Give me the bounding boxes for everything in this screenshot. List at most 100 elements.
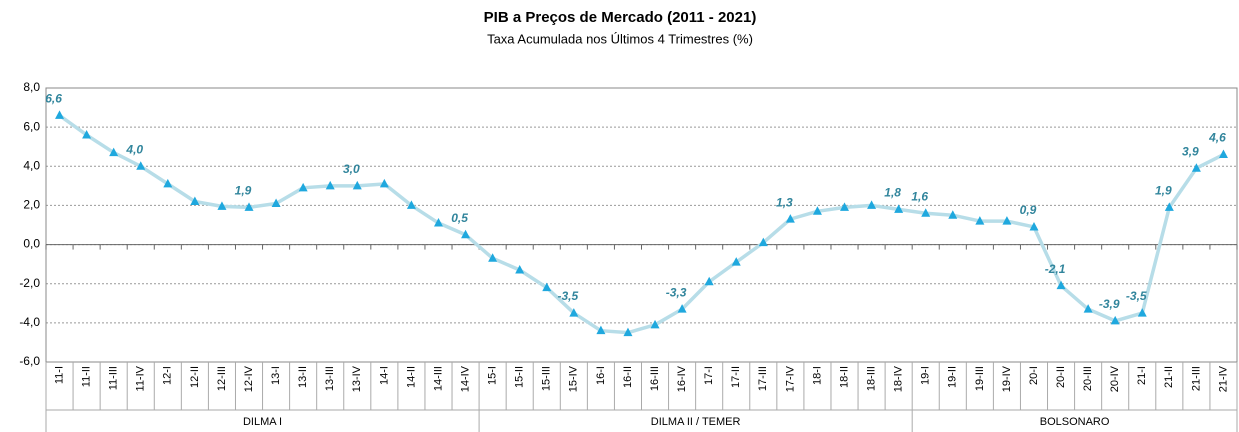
x-tick-label: 20-III bbox=[1082, 366, 1094, 391]
data-label: -3,9 bbox=[1099, 297, 1120, 311]
x-tick-label: 14-II bbox=[405, 366, 417, 388]
marker bbox=[406, 200, 416, 209]
marker bbox=[867, 200, 877, 209]
marker bbox=[1056, 280, 1066, 290]
marker bbox=[298, 182, 308, 192]
data-label: 6,6 bbox=[45, 92, 62, 106]
group-label: DILMA II / TEMER bbox=[651, 416, 741, 428]
data-label: -3,5 bbox=[1126, 289, 1147, 303]
data-label: 0,9 bbox=[1020, 203, 1037, 217]
x-tick-label: 17-I bbox=[703, 366, 715, 385]
marker bbox=[1029, 221, 1039, 231]
marker bbox=[704, 276, 714, 286]
marker bbox=[1002, 216, 1012, 225]
x-tick-label: 11-IV bbox=[135, 365, 147, 391]
x-tick-label: 15-I bbox=[487, 366, 499, 385]
chart-subtitle: Taxa Acumulada nos Últimos 4 Trimestres … bbox=[487, 31, 753, 46]
data-label: -3,3 bbox=[666, 285, 687, 299]
x-tick-label: 15-II bbox=[514, 366, 526, 388]
x-tick-label: 21-II bbox=[1163, 366, 1175, 388]
marker bbox=[433, 218, 443, 227]
x-tick-label: 13-II bbox=[297, 366, 309, 388]
x-tick-label: 19-I bbox=[920, 366, 932, 385]
data-label: 4,6 bbox=[1208, 131, 1226, 145]
data-label: 1,9 bbox=[1155, 184, 1172, 198]
y-tick-label: 8,0 bbox=[23, 80, 40, 94]
y-tick-label: -2,0 bbox=[19, 276, 40, 290]
marker bbox=[921, 208, 931, 217]
x-tick-label: 18-III bbox=[865, 366, 877, 391]
data-label: 0,5 bbox=[451, 211, 468, 225]
marker bbox=[1137, 308, 1147, 317]
x-tick-label: 21-I bbox=[1136, 366, 1148, 385]
group-label: BOLSONARO bbox=[1040, 416, 1110, 428]
x-tick-label: 20-II bbox=[1055, 366, 1067, 388]
marker bbox=[569, 308, 579, 317]
x-tick-label: 14-I bbox=[378, 366, 390, 385]
y-tick-label: 0,0 bbox=[23, 237, 40, 251]
y-tick-label: -4,0 bbox=[19, 315, 40, 329]
x-tick-label: 18-I bbox=[811, 366, 823, 385]
x-tick-label: 17-IV bbox=[784, 365, 796, 392]
x-tick-label: 19-II bbox=[947, 366, 959, 388]
data-label: 3,0 bbox=[343, 162, 360, 176]
y-tick-label: 6,0 bbox=[23, 119, 40, 133]
marker bbox=[461, 229, 471, 239]
x-tick-label: 12-II bbox=[189, 366, 201, 388]
marker bbox=[1083, 304, 1093, 313]
x-tick-label: 16-IV bbox=[676, 365, 688, 392]
x-tick-label: 13-I bbox=[270, 366, 282, 385]
data-label: 3,9 bbox=[1182, 144, 1199, 158]
marker bbox=[1191, 163, 1201, 172]
data-label: -3,5 bbox=[557, 289, 578, 303]
chart-title: PIB a Preços de Mercado (2011 - 2021) bbox=[484, 9, 757, 26]
marker bbox=[1164, 202, 1174, 211]
data-label: 1,8 bbox=[884, 186, 901, 200]
x-tick-label: 11-I bbox=[53, 366, 65, 384]
marker bbox=[190, 196, 200, 206]
x-tick-label: 12-III bbox=[216, 366, 228, 391]
y-tick-label: 2,0 bbox=[23, 198, 40, 212]
marker bbox=[55, 110, 65, 119]
x-tick-label: 16-II bbox=[622, 366, 634, 388]
marker bbox=[488, 253, 498, 262]
marker bbox=[136, 161, 146, 170]
y-tick-label: -6,0 bbox=[19, 354, 40, 368]
marker bbox=[677, 304, 687, 313]
marker bbox=[731, 257, 741, 266]
marker bbox=[1110, 315, 1120, 325]
data-label: 1,6 bbox=[911, 189, 928, 203]
marker bbox=[596, 325, 606, 335]
marker bbox=[785, 214, 795, 223]
x-tick-label: 14-IV bbox=[459, 365, 471, 392]
x-tick-label: 19-III bbox=[974, 366, 986, 391]
marker bbox=[325, 180, 335, 190]
y-tick-label: 4,0 bbox=[23, 158, 40, 172]
group-label: DILMA I bbox=[243, 416, 282, 428]
marker bbox=[515, 265, 525, 274]
x-tick-label: 21-IV bbox=[1217, 365, 1229, 392]
x-tick-label: 21-III bbox=[1190, 366, 1202, 391]
x-tick-label: 13-IV bbox=[351, 365, 363, 392]
marker bbox=[650, 319, 660, 329]
data-label: 4,0 bbox=[125, 142, 143, 156]
x-tick-label: 14-III bbox=[432, 366, 444, 391]
x-tick-label: 18-II bbox=[838, 366, 850, 388]
x-tick-label: 16-I bbox=[595, 366, 607, 385]
marker bbox=[948, 210, 958, 219]
marker bbox=[217, 201, 227, 210]
x-tick-label: 15-IV bbox=[568, 365, 580, 392]
x-tick-label: 20-IV bbox=[1109, 365, 1121, 392]
marker bbox=[163, 178, 173, 188]
marker bbox=[812, 206, 822, 215]
line bbox=[58, 113, 1225, 335]
x-tick-label: 12-I bbox=[162, 366, 174, 385]
x-tick-label: 11-II bbox=[81, 366, 93, 387]
data-label: 1,3 bbox=[776, 195, 793, 209]
data-label: 1,9 bbox=[235, 184, 252, 198]
marker bbox=[542, 282, 552, 292]
x-tick-label: 15-III bbox=[541, 366, 553, 391]
marker bbox=[352, 180, 362, 190]
marker bbox=[379, 178, 389, 188]
